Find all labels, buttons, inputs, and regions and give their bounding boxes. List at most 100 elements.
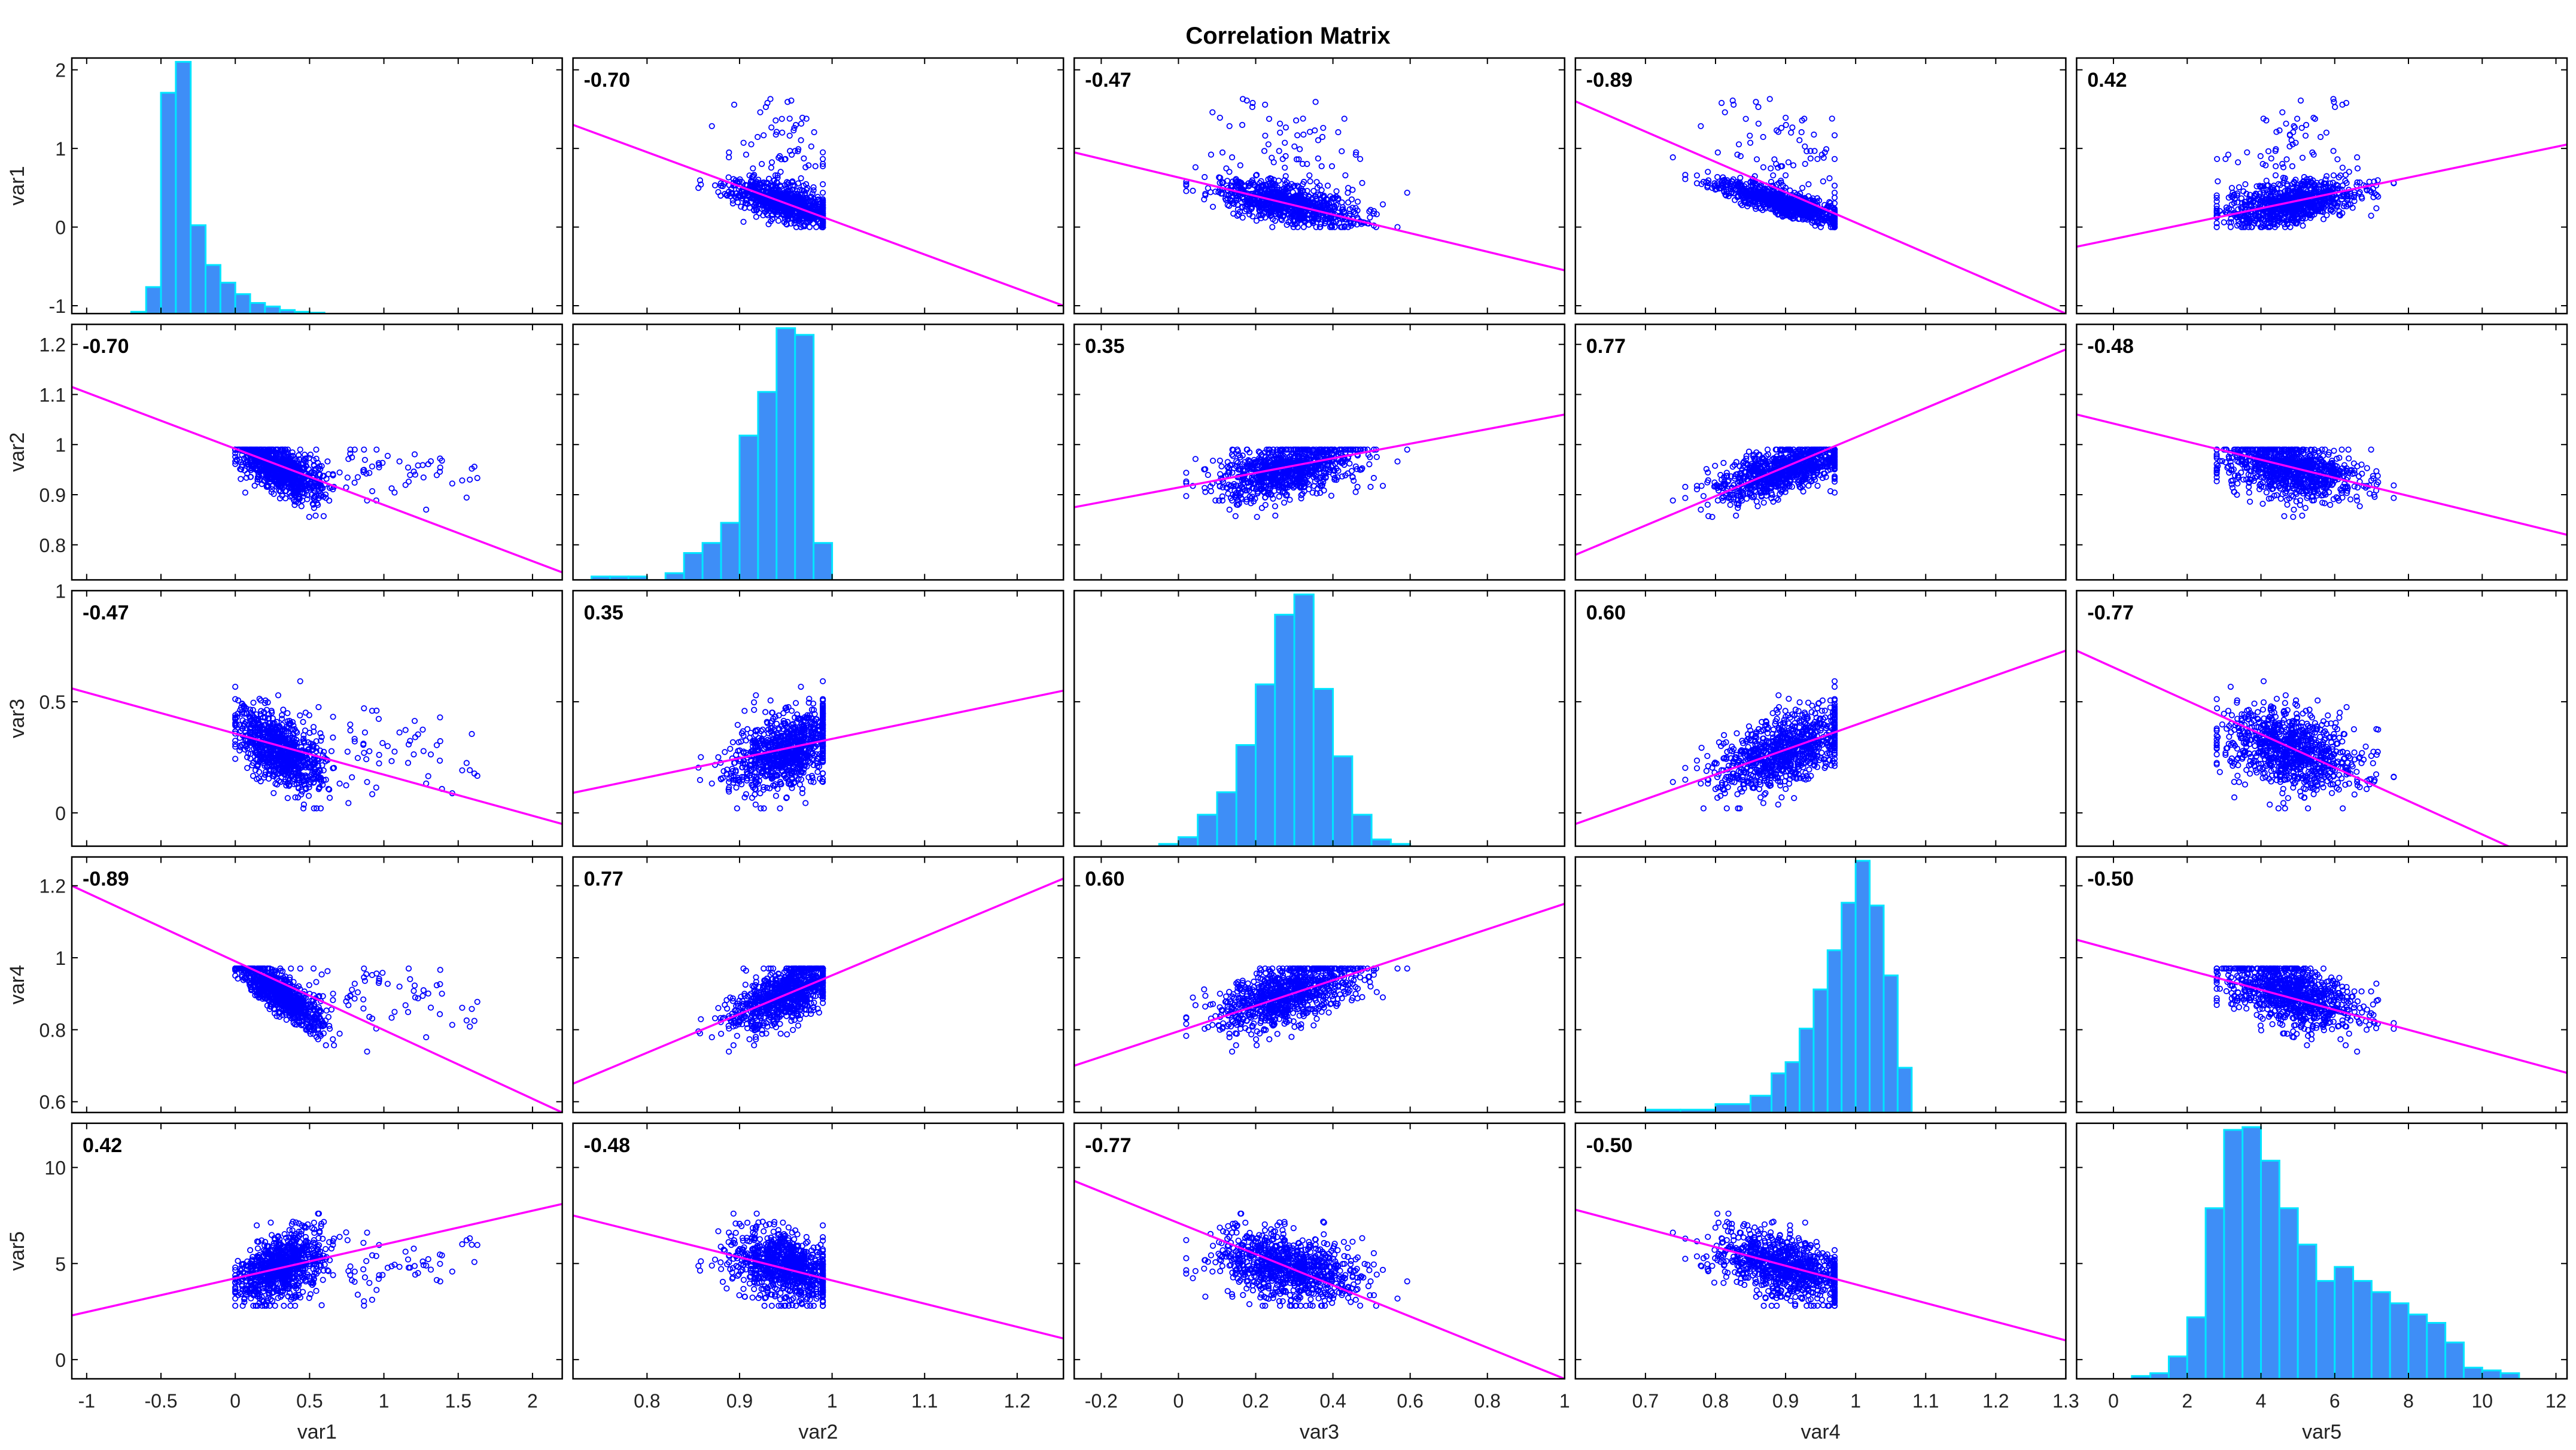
scatter-point [1693,180,1700,187]
scatter-point [1324,197,1331,203]
scatter-point [2336,208,2343,215]
scatter-point [731,101,738,108]
scatter-point [369,463,376,470]
scatter-point [251,461,258,468]
scatter-point [1272,217,1279,224]
scatter-point [322,491,329,498]
scatter-point [396,458,403,465]
scatter-point [2300,223,2306,229]
scatter-point [1811,131,1817,138]
scatter-point [296,462,302,468]
scatter-point [1226,169,1233,175]
panel-frame [572,323,1065,581]
y-tick-label: 0 [55,217,66,239]
scatter-point [2268,215,2275,221]
scatter-point [717,180,724,187]
scatter-point [318,463,325,470]
scatter-point [1790,162,1797,169]
scatter-point [2256,182,2263,189]
y-axis-label-var2: var2 [6,432,29,472]
scatter-point [796,221,802,227]
scatter-point [1304,160,1310,167]
hist-bar-var2-8 [738,434,759,580]
scatter-point [2368,212,2374,219]
scatter-point [810,184,817,191]
panel-frame [572,57,1065,315]
hist-bar-var1-5 [205,264,221,314]
scatter-point [751,172,758,178]
scatter-point [311,462,317,468]
scatter-point [379,459,386,466]
scatter-point [1212,497,1219,504]
scatter-point [2236,218,2242,224]
scatter-point [2330,148,2337,154]
chart-title: Correlation Matrix [1185,23,1391,49]
fit-line-var1-var5 [2076,143,2567,248]
scatter-point [313,455,320,462]
scatter-point [2323,129,2329,136]
scatter-point [808,214,814,220]
scatter-point [2246,202,2252,209]
scatter-point [1722,109,1728,115]
scatter-point [2310,114,2317,121]
scatter-point [1239,121,1246,128]
scatter-point [1202,173,1208,181]
scatter-point [1831,215,1838,223]
scatter-point [768,165,775,171]
scatter-point [784,99,791,105]
scatter-point [787,187,793,194]
scatter-point [1711,180,1718,187]
correlation-label-var1-var4: -0.89 [1586,69,1633,92]
scatter-point [770,201,776,208]
scatter-point [2264,182,2270,189]
scatter-point [276,481,282,488]
scatter-point [1291,143,1298,150]
panel-frame [71,57,563,315]
scatter-point [420,474,427,481]
scatter-point [2318,179,2325,185]
scatter-point [1228,182,1235,189]
scatter-point [1669,154,1676,161]
scatter-point [1318,163,1325,169]
scatter-point [2297,98,2304,104]
scatter-point [1739,202,1745,209]
scatter-point [799,114,806,121]
scatter-point [1324,215,1331,223]
scatter-point [1285,196,1292,202]
scatter-point [1242,208,1248,215]
scatter-point [304,496,311,502]
scatter-point [423,506,430,513]
scatter-point [795,218,802,225]
scatter-point [1233,458,1240,465]
scatter-point [1777,193,1783,199]
y-tick-label: 2 [55,60,66,81]
scatter-point [2242,214,2249,220]
panel-frame [1574,57,2067,315]
scatter-point [1218,190,1224,197]
scatter-point [291,459,297,466]
scatter-point [1682,172,1689,178]
scatter-point [324,458,331,465]
scatter-point [232,461,239,467]
scatter-point [1705,169,1711,175]
scatter-point [2307,205,2313,211]
scatter-point [349,454,355,461]
fit-line-var1-var4 [1575,100,2066,314]
scatter-point [257,477,263,483]
scatter-point [2236,214,2243,220]
scatter-point [768,182,774,189]
scatter-point [2275,181,2282,187]
scatter-point [295,475,302,482]
scatter-point [376,464,382,471]
scatter-point [1302,209,1309,215]
scatter-point [775,154,782,161]
scatter-var1-var2 [695,96,826,230]
scatter-point [774,172,781,179]
scatter-point [469,465,475,472]
scatter-point [1771,202,1778,209]
scatter-point [778,194,784,200]
scatter-point [798,137,804,144]
scatter-point [1340,208,1347,215]
scatter-point [1831,156,1838,162]
scatter-point [286,490,293,496]
